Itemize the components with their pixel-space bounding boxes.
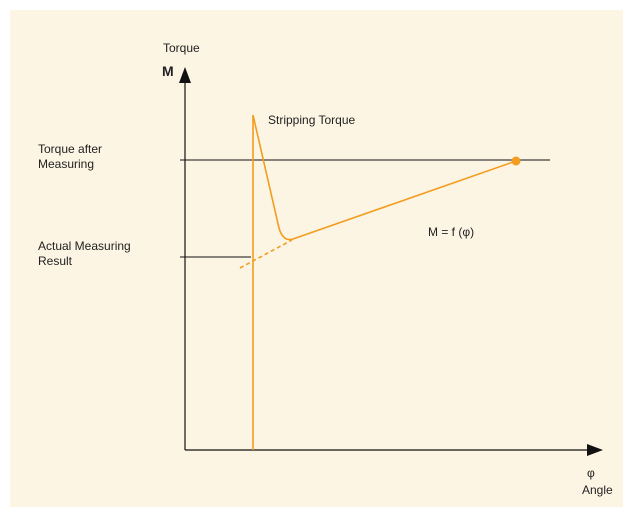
torque-after-label: Torque after [38,142,102,156]
x-arrow [587,444,603,456]
torque-curve [252,114,517,241]
actual-result-label: Result [38,254,73,268]
end-point [511,156,521,166]
function-label: M = f (φ) [428,225,474,239]
y-arrow [179,67,191,83]
x-axis-symbol: φ [587,466,595,480]
y-axis-title: Torque [163,41,200,55]
x-axis-title: Angle [582,483,613,497]
extrapolation [239,239,293,269]
y-axis-symbol: M [162,63,174,79]
panel [10,10,623,507]
stripping-label: Stripping Torque [268,113,355,127]
actual-result-label: Actual Measuring [38,239,131,253]
torque-after-label: Measuring [38,157,94,171]
